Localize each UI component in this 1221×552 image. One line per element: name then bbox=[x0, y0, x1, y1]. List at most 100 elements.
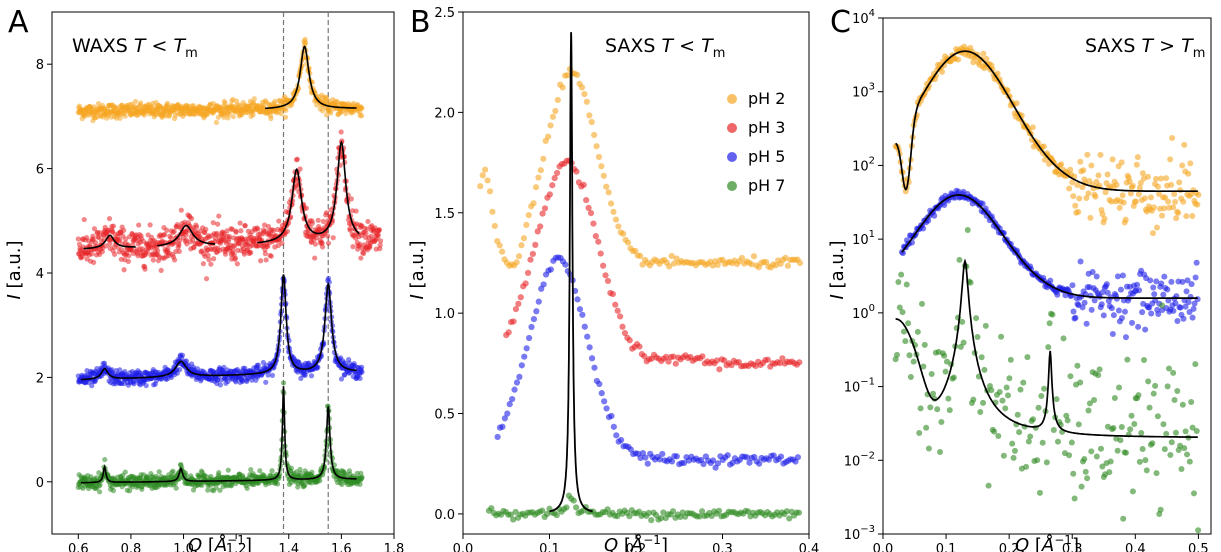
data-point bbox=[1194, 201, 1201, 208]
data-point bbox=[230, 247, 236, 253]
data-point bbox=[504, 410, 511, 417]
data-point bbox=[505, 329, 512, 336]
data-point bbox=[213, 119, 220, 126]
data-point bbox=[1081, 455, 1088, 462]
data-point bbox=[1097, 445, 1104, 452]
data-point bbox=[1144, 173, 1151, 180]
data-point bbox=[898, 271, 905, 278]
data-point bbox=[945, 395, 952, 402]
data-point bbox=[918, 300, 925, 307]
data-point bbox=[365, 218, 371, 225]
data-point bbox=[610, 208, 617, 215]
data-point bbox=[1194, 296, 1201, 303]
data-point bbox=[1152, 382, 1159, 389]
data-point bbox=[1164, 383, 1171, 390]
data-point bbox=[1100, 312, 1107, 319]
data-point bbox=[1127, 426, 1134, 433]
data-point bbox=[583, 98, 590, 105]
data-point bbox=[612, 216, 620, 223]
data-point bbox=[288, 465, 294, 471]
data-point bbox=[715, 507, 723, 514]
data-point bbox=[1157, 506, 1164, 513]
data-point bbox=[1182, 428, 1189, 435]
data-point bbox=[224, 228, 230, 234]
data-point bbox=[795, 509, 803, 516]
y-tick-label: 103 bbox=[852, 82, 875, 101]
data-point bbox=[982, 322, 989, 329]
data-point bbox=[529, 250, 536, 258]
data-points-a bbox=[75, 36, 384, 495]
data-point bbox=[1195, 527, 1202, 534]
data-point bbox=[895, 278, 902, 285]
data-point bbox=[750, 253, 758, 260]
data-point bbox=[1077, 379, 1084, 386]
data-point bbox=[530, 200, 537, 207]
data-point bbox=[1039, 439, 1046, 446]
data-point bbox=[233, 98, 240, 104]
data-point bbox=[1109, 331, 1116, 338]
data-point bbox=[194, 224, 200, 230]
panel-c: C SAXS T > Tm 0.0 0.1 0.2 0.3 0.4 0.510−310−2… bbox=[827, 5, 1212, 552]
data-point bbox=[648, 517, 655, 524]
data-point bbox=[138, 100, 144, 106]
data-point bbox=[89, 251, 95, 257]
data-point bbox=[279, 240, 285, 246]
data-point bbox=[309, 220, 315, 226]
data-point bbox=[1000, 452, 1007, 459]
legend-marker bbox=[727, 123, 737, 133]
data-point bbox=[359, 113, 365, 119]
data-point bbox=[549, 182, 556, 189]
y-tick-label: 1.5 bbox=[434, 207, 455, 222]
data-point bbox=[626, 337, 633, 344]
data-point bbox=[1168, 181, 1175, 188]
data-point bbox=[97, 489, 103, 495]
data-point bbox=[315, 364, 321, 370]
data-point bbox=[214, 230, 220, 236]
data-point bbox=[1122, 334, 1129, 341]
data-point bbox=[1185, 299, 1192, 306]
data-point bbox=[376, 227, 382, 233]
y-tick-label: 0.0 bbox=[434, 508, 455, 523]
data-point bbox=[1106, 469, 1113, 476]
data-point bbox=[1047, 277, 1054, 284]
data-point bbox=[200, 261, 207, 267]
data-point bbox=[269, 372, 276, 378]
data-point bbox=[1195, 191, 1202, 198]
data-point bbox=[523, 221, 530, 229]
data-point bbox=[494, 433, 501, 441]
data-point bbox=[610, 423, 617, 430]
data-point bbox=[642, 454, 649, 461]
data-point bbox=[615, 223, 622, 230]
data-point bbox=[131, 381, 137, 387]
data-point bbox=[238, 228, 244, 234]
data-point bbox=[106, 216, 113, 222]
data-point bbox=[1003, 384, 1010, 391]
data-point bbox=[613, 432, 620, 439]
data-point bbox=[225, 467, 231, 473]
data-point bbox=[1117, 437, 1124, 444]
data-point bbox=[1085, 407, 1092, 414]
data-point bbox=[1074, 362, 1081, 369]
data-point bbox=[1095, 372, 1102, 379]
data-point bbox=[136, 222, 142, 228]
data-point bbox=[1189, 314, 1196, 321]
y-tick-label: 0 bbox=[36, 476, 44, 491]
data-point bbox=[960, 339, 967, 346]
data-point bbox=[590, 220, 597, 227]
data-point bbox=[89, 383, 95, 389]
chart-title-a: WAXS T < Tm bbox=[72, 35, 198, 61]
data-point bbox=[1068, 439, 1075, 446]
data-point bbox=[479, 172, 486, 179]
data-point bbox=[1187, 293, 1194, 300]
data-point bbox=[122, 113, 128, 119]
data-point bbox=[591, 131, 598, 139]
data-point bbox=[216, 213, 222, 219]
data-point bbox=[1103, 281, 1110, 288]
data-point bbox=[1077, 258, 1084, 265]
data-point bbox=[1089, 268, 1096, 275]
data-point bbox=[1174, 317, 1181, 324]
data-point bbox=[1179, 278, 1186, 285]
data-point bbox=[183, 358, 190, 364]
data-point bbox=[612, 301, 619, 308]
data-point bbox=[515, 253, 523, 260]
